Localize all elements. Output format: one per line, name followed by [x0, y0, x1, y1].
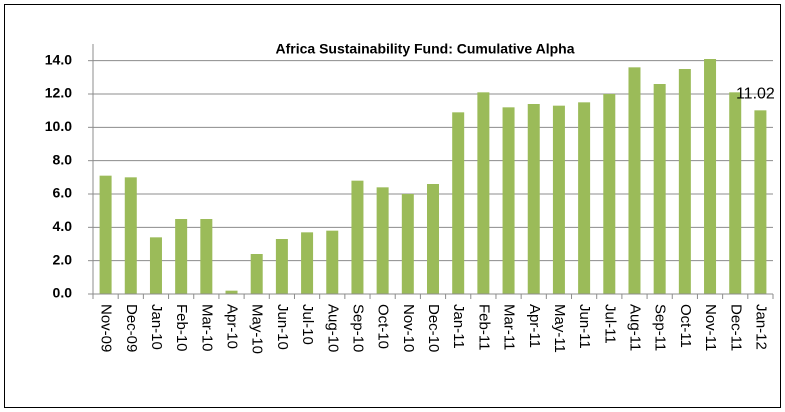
bar — [678, 69, 691, 294]
x-tick-label: Aug-11 — [627, 304, 644, 351]
y-tick-label: 0.0 — [53, 285, 73, 301]
bar — [704, 59, 717, 294]
bar — [376, 187, 389, 294]
bar — [452, 112, 465, 294]
x-tick-label: Sep-10 — [349, 304, 366, 352]
bar — [427, 184, 439, 294]
x-tick-label: Dec-09 — [123, 304, 140, 352]
x-tick-label: Feb-10 — [173, 304, 190, 352]
x-tick-label: May-10 — [249, 304, 266, 354]
y-tick-label: 8.0 — [53, 151, 73, 167]
bar — [175, 219, 188, 294]
x-tick-label: Mar-11 — [501, 304, 518, 350]
x-tick-label: Nov-11 — [702, 304, 719, 351]
bar — [99, 175, 112, 294]
x-tick-label: Oct-10 — [375, 304, 392, 349]
x-tick-label: Jun-10 — [274, 304, 291, 350]
y-tick-label: 6.0 — [53, 185, 73, 201]
bar — [401, 194, 414, 294]
bar — [552, 105, 565, 295]
data-label: 11.02 — [736, 86, 775, 103]
x-tick-label: Jan-11 — [450, 304, 467, 349]
y-tick-label: 2.0 — [53, 251, 73, 267]
x-tick-label: Aug-10 — [324, 304, 341, 352]
x-tick-label: Jan-12 — [752, 304, 769, 350]
y-tick-label: 12.0 — [45, 85, 72, 101]
x-tick-label: Dec-10 — [425, 304, 442, 352]
bar — [250, 254, 263, 294]
bar — [502, 107, 515, 294]
x-tick-label: Jul-10 — [299, 304, 316, 345]
x-tick-label: Jul-11 — [601, 304, 618, 344]
y-tick-label: 10.0 — [45, 118, 72, 134]
x-tick-label: Oct-11 — [677, 304, 694, 348]
bar — [729, 92, 742, 294]
bar — [628, 67, 641, 294]
x-tick-label: Dec-11 — [727, 304, 744, 351]
x-tick-label: Apr-10 — [224, 304, 241, 349]
y-tick-label: 4.0 — [53, 218, 73, 234]
bar — [578, 102, 591, 294]
bar — [527, 104, 540, 294]
x-tick-label: May-11 — [551, 304, 568, 353]
y-tick-label: 14.0 — [45, 51, 72, 67]
bar — [603, 94, 616, 294]
bar — [200, 219, 213, 294]
bar — [477, 92, 490, 294]
bar — [301, 232, 314, 294]
x-tick-label: Mar-10 — [198, 304, 215, 352]
bar — [275, 239, 288, 294]
x-tick-label: Nov-09 — [98, 304, 115, 352]
x-tick-label: Jan-10 — [148, 304, 165, 350]
x-tick-label: Sep-11 — [652, 304, 669, 351]
x-tick-label: Nov-10 — [400, 304, 417, 352]
bar — [326, 230, 339, 294]
chart-title: Africa Sustainability Fund: Cumulative A… — [276, 41, 575, 57]
bar — [225, 290, 238, 294]
bar — [653, 84, 666, 294]
x-tick-label: Feb-11 — [475, 304, 492, 350]
bar — [754, 110, 767, 294]
bar — [124, 177, 137, 294]
x-tick-label: Apr-11 — [526, 304, 543, 348]
bar — [149, 237, 162, 294]
bar — [351, 180, 364, 294]
x-tick-label: Jun-11 — [576, 304, 593, 349]
